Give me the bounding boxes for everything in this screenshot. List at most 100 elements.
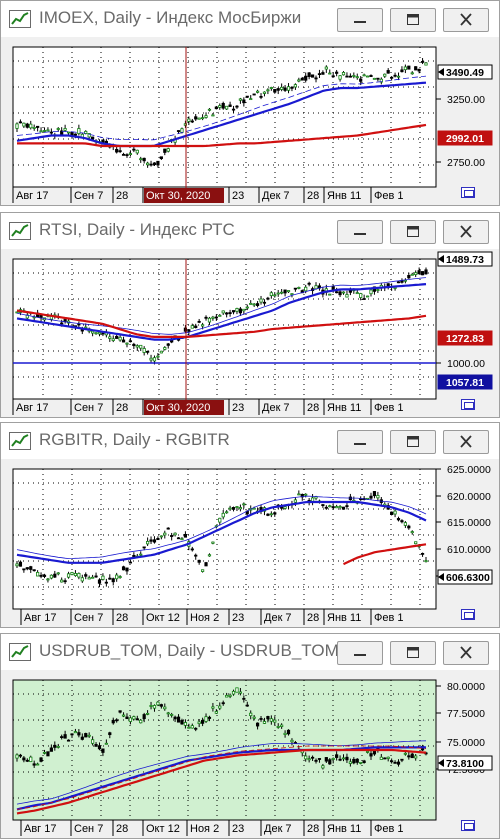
maximize-icon [407, 226, 419, 237]
maximize-button[interactable] [390, 8, 436, 32]
crosshair-date-highlight [144, 400, 224, 415]
chart-area[interactable]: 625.0000620.0000615.0000610.0000605.0000… [1, 459, 499, 627]
window-title: USDRUB_TOM, Daily - USDRUB_TOM [39, 641, 339, 660]
y-axis-tick-label: 615.0000 [447, 517, 491, 529]
window-titlebar[interactable]: RTSI, Daily - Индекс РТС [1, 213, 499, 249]
x-axis-date-label: 28 [116, 402, 128, 414]
moving-average-thin [16, 495, 427, 560]
chart-icon [9, 643, 31, 661]
x-axis-date-label: Сен 7 [74, 190, 103, 202]
minimize-button[interactable] [337, 641, 383, 665]
moving-average-blue [16, 283, 427, 341]
y-axis-tick-label: 80.0000 [447, 681, 485, 693]
x-axis-date-label: Окт 12 [146, 612, 180, 624]
x-axis-date-label: 28 [307, 823, 319, 835]
x-axis-date-label: Окт 12 [146, 823, 180, 835]
autoscroll-icon[interactable] [461, 187, 475, 198]
chart-window[interactable]: IMOEX, Daily - Индекс МосБиржи 3250.00 275… [0, 0, 500, 206]
x-axis-date-label: Дек 7 [264, 612, 292, 624]
price-label: 1057.81 [437, 374, 493, 390]
price-label-text: 73.8100 [446, 758, 484, 770]
close-button[interactable] [443, 8, 489, 32]
x-axis-date-label: 28 [307, 612, 319, 624]
x-axis-date-label: Янв 11 [327, 402, 361, 414]
y-axis-tick-label: 610.0000 [447, 544, 491, 556]
moving-average-thin [16, 740, 427, 805]
grid [13, 469, 436, 609]
chart-window[interactable]: RTSI, Daily - Индекс РТС 1000.00 1489.73 12… [0, 212, 500, 418]
close-button[interactable] [443, 430, 489, 454]
minimize-button[interactable] [337, 220, 383, 244]
chart-icon [9, 222, 31, 240]
chart-icon [9, 432, 31, 450]
chart-area[interactable]: 3250.00 2750.00 3490.49 2992.01 Авг 17 Сен 7 2… [1, 37, 499, 205]
price-label: 73.8100 [437, 755, 493, 771]
minimize-button[interactable] [337, 8, 383, 32]
maximize-button[interactable] [390, 641, 436, 665]
close-icon [460, 225, 472, 238]
minimize-icon [354, 233, 366, 235]
price-label-text: 3490.49 [446, 67, 484, 79]
y-axis-tick-label: 3250.00 [447, 94, 485, 106]
window-titlebar[interactable]: IMOEX, Daily - Индекс МосБиржи [1, 1, 499, 37]
moving-average-blue [16, 746, 426, 811]
chart-window[interactable]: USDRUB_TOM, Daily - USDRUB_TOM 80.0000 77.… [0, 633, 500, 839]
close-button[interactable] [443, 641, 489, 665]
x-axis-date-label: Фев 1 [374, 190, 404, 202]
maximize-button[interactable] [390, 430, 436, 454]
x-axis-date-label: 23 [232, 612, 244, 624]
window-title: IMOEX, Daily - Индекс МосБиржи [39, 8, 302, 27]
x-axis-date-label: Авг 17 [16, 402, 48, 414]
moving-average-thin [16, 277, 427, 335]
chart-area[interactable]: 1000.00 1489.73 1272.83 1057.81 Авг 17 Сен 7 2… [1, 249, 499, 417]
x-axis-date-label: Авг 17 [16, 190, 48, 202]
y-axis-tick-label: 2750.00 [447, 157, 485, 169]
x-axis-date-label: Дек 7 [264, 823, 292, 835]
x-axis-date-label: Фев 1 [374, 612, 404, 624]
crosshair-date-highlight [144, 188, 224, 203]
x-axis-date-label: 28 [116, 612, 128, 624]
x-axis-date-label: Окт 30, 2020 [146, 402, 210, 414]
x-axis-date-label: Ноя 2 [190, 612, 219, 624]
price-label: 1272.83 [437, 330, 493, 346]
autoscroll-icon[interactable] [461, 609, 475, 620]
close-icon [460, 646, 472, 659]
close-button[interactable] [443, 220, 489, 244]
price-label-text: 1272.83 [446, 333, 484, 345]
x-axis-date-label: Окт 30, 2020 [146, 190, 210, 202]
x-axis-date-label: Дек 7 [262, 190, 290, 202]
window-titlebar[interactable]: RGBITR, Daily - RGBITR [1, 423, 499, 459]
x-axis-date-label: 23 [232, 402, 244, 414]
chart-window[interactable]: RGBITR, Daily - RGBITR 625.0000 620.0000 61… [0, 422, 500, 628]
minimize-icon [354, 21, 366, 23]
autoscroll-icon[interactable] [461, 399, 475, 410]
moving-average-red [343, 543, 427, 566]
minimize-button[interactable] [337, 430, 383, 454]
x-axis-date-label: Янв 11 [327, 612, 361, 624]
maximize-icon [407, 14, 419, 25]
moving-average-blue [16, 81, 427, 148]
x-axis-date-label: Фев 1 [374, 823, 404, 835]
y-axis-tick-label: 77.5000 [447, 708, 485, 720]
x-axis-date-label: 23 [232, 190, 244, 202]
moving-average-thin [16, 75, 427, 141]
close-icon [460, 435, 472, 448]
moving-average-red-thin [16, 745, 427, 810]
maximize-button[interactable] [390, 220, 436, 244]
price-label: 2992.01 [437, 130, 493, 146]
price-label: 606.6300 [437, 569, 493, 585]
price-label: 1489.73 [437, 251, 493, 267]
moving-average-red [16, 309, 427, 338]
y-axis-tick-label: 625.0000 [447, 464, 491, 476]
x-axis-date-label: Фев 1 [374, 402, 404, 414]
x-axis-date-label: Янв 11 [327, 190, 361, 202]
y-axis-tick-label: 75.0000 [447, 737, 485, 749]
price-label-text: 1057.81 [446, 377, 484, 389]
price-label-text: 606.6300 [446, 572, 490, 584]
y-axis-tick-label: 1000.00 [447, 358, 485, 370]
x-axis-date-label: 28 [116, 190, 128, 202]
chart-icon [9, 10, 31, 28]
window-titlebar[interactable]: USDRUB_TOM, Daily - USDRUB_TOM [1, 634, 499, 670]
price-candles [15, 687, 428, 770]
